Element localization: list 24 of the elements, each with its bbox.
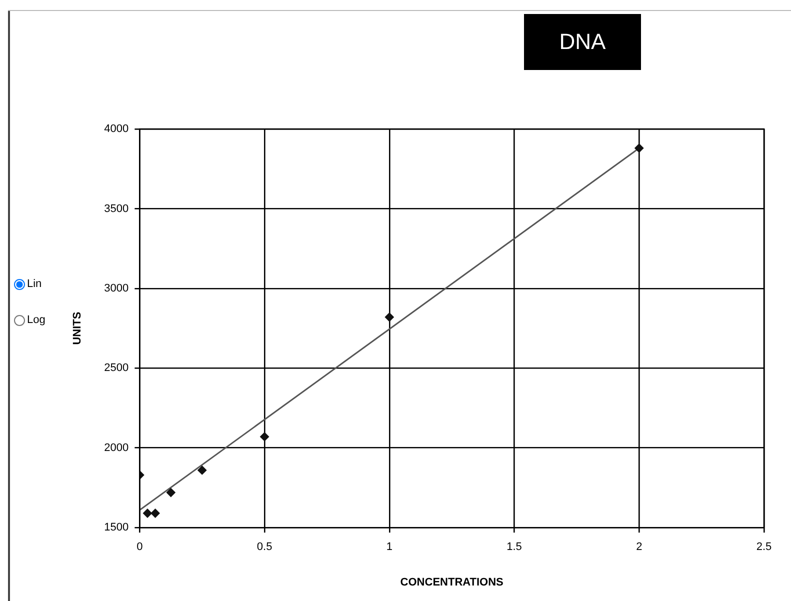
y-tick-label: 1500 [104,522,129,534]
x-axis-title: CONCENTRATIONS [400,576,504,588]
y-tick-label: 4000 [104,123,129,136]
point [142,508,152,518]
x-tick-label: 1 [386,541,392,554]
point [166,488,176,498]
point [198,466,207,475]
y-tick-label: 3500 [104,202,129,215]
x-tick-label: 2 [636,541,642,554]
x-tick-label: 0.5 [256,541,272,554]
text: Log [27,314,46,326]
point [260,432,270,442]
y-tick-label: 2000 [104,442,129,454]
point [150,508,160,518]
text: Lin [27,278,42,290]
x-tick-label: 1.5 [506,541,522,554]
point [384,312,394,322]
point [634,144,644,153]
x-tick-label: 0 [136,541,143,554]
y-tick-label: 2500 [104,362,129,374]
chart-title: DNA [524,14,641,70]
y-tick-label: 3000 [104,282,129,294]
y-axis-title: UNITS [72,312,84,345]
x-tick-label: 2.5 [756,541,772,554]
